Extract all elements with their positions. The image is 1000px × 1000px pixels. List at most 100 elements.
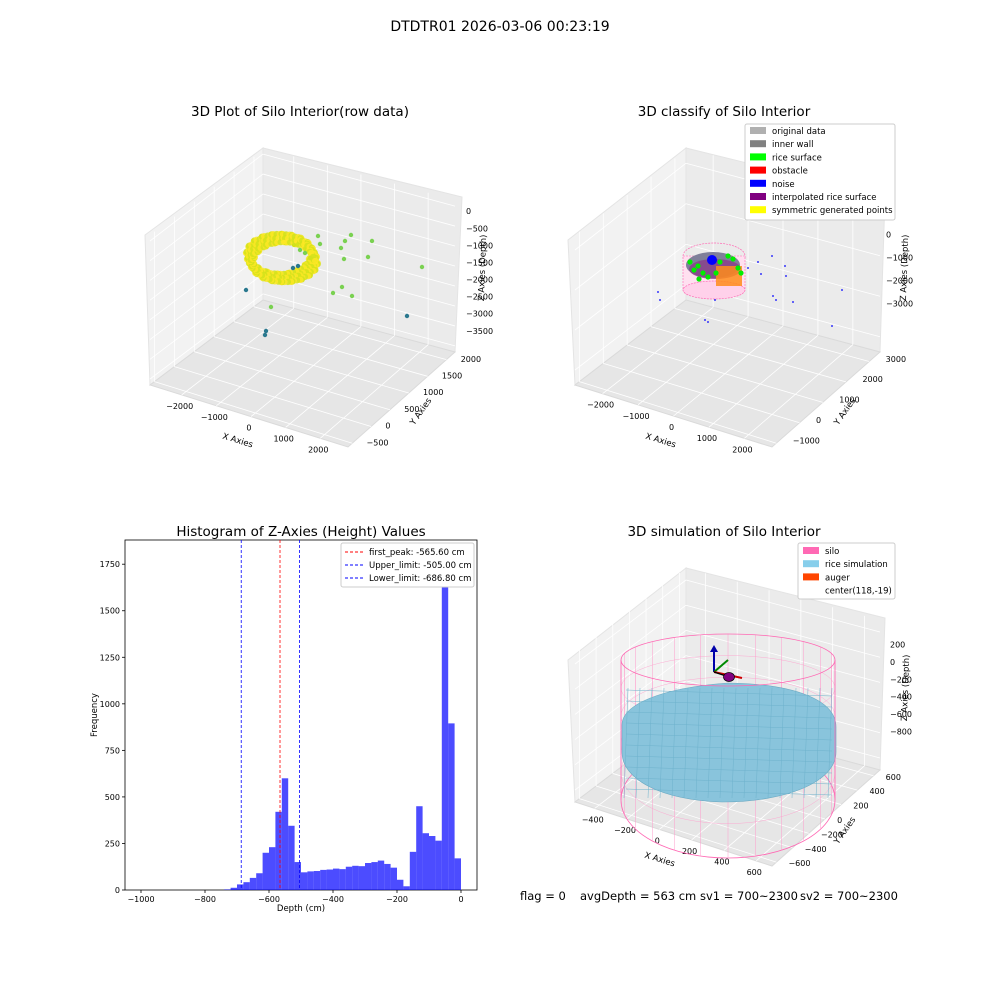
p1-floor-grid-x — [250, 326, 362, 417]
p1-floor-grid-y — [174, 366, 372, 427]
legend-swatch — [750, 140, 766, 148]
raw-point — [404, 313, 410, 319]
x-tick-label: −800 — [194, 895, 216, 904]
raw-point — [348, 232, 354, 238]
p4-wall-grid-z-left — [574, 579, 687, 665]
rice-mesh-line — [731, 687, 737, 799]
histogram-x-ticks: −1000 −800 −600 −400 −200 0 — [127, 890, 464, 904]
histogram-bar — [281, 778, 289, 890]
p1-z-tick-label: 0 — [466, 207, 471, 216]
noise-point — [831, 325, 833, 327]
rice-mesh-line — [719, 687, 725, 799]
noise-point — [757, 261, 759, 263]
p1-z-tick-label: −1000 — [466, 241, 493, 250]
footer-sv1: sv1 = 700~2300 — [700, 889, 798, 903]
panel-histogram: Histogram of Z-Axies (Height) Values −10… — [90, 524, 478, 914]
p2-y-tick-label: −1000 — [793, 437, 820, 446]
p2-y-tick-label: 0 — [816, 416, 821, 425]
histogram-bar — [243, 882, 250, 890]
p1-wall-grid-z — [262, 213, 456, 267]
p1-z-tick-label: −1500 — [466, 258, 493, 267]
raw-point — [268, 304, 274, 310]
legend-label: auger — [825, 573, 850, 583]
rice-mesh-line — [695, 687, 701, 799]
panel-raw-3d: 3D Plot of Silo Interior(row data) −2000… — [144, 104, 493, 454]
p2-y-tick-label: 2000 — [862, 375, 882, 384]
raw-point — [317, 241, 323, 247]
p2-floor-grid-y — [603, 362, 800, 424]
panel1-x-ticks: −2000 −1000 0 1000 2000 — [166, 402, 328, 454]
legend-label: rice surface — [772, 153, 822, 163]
x-tick-label: −1000 — [127, 895, 154, 904]
p2-floor-grid-x — [708, 335, 819, 428]
p4-wall-grid-z — [685, 579, 881, 633]
p2-z-tick-label: −3000 — [886, 299, 913, 308]
p4-wall-grid-z — [685, 655, 881, 708]
legend-label: Lower_limit: -686.80 cm — [369, 574, 471, 584]
legend-label: rice simulation — [825, 560, 888, 570]
legend-swatch — [750, 206, 766, 214]
legend-label: center(118,-19) — [825, 587, 892, 597]
footer-sv2: sv2 = 700~2300 — [800, 889, 898, 903]
p4-y-tick-label: 600 — [886, 773, 901, 782]
panel2-xlabel: X Axies — [644, 432, 677, 451]
rice-surface-point — [700, 270, 706, 276]
p1-floor-grid-y — [154, 381, 353, 444]
footer-status: flag = 0 avgDepth = 563 cm sv1 = 700~230… — [520, 889, 898, 903]
panel4-xlabel: X Axies — [643, 851, 676, 870]
histogram-bar — [320, 869, 327, 890]
p1-wall-grid-z-left — [149, 173, 264, 262]
legend-swatch — [803, 573, 819, 581]
p2-wall-grid-z-left — [574, 284, 687, 371]
panel3-title: Histogram of Z-Axies (Height) Values — [176, 524, 425, 540]
raw-point — [302, 250, 308, 256]
p2-floor-grid-y — [579, 381, 777, 444]
p1-floor-grid-x — [181, 308, 294, 396]
p2-floor-grid-y — [674, 308, 870, 362]
panel4-auger-y-arrow — [713, 659, 729, 673]
legend-label: Upper_limit: -505.00 cm — [369, 561, 472, 571]
histogram-bar — [269, 847, 276, 890]
p1-wall-grid-z — [262, 193, 456, 247]
y-tick-label: 500 — [105, 793, 120, 802]
p4-floor-grid-y — [579, 798, 777, 863]
rice-mesh-line — [623, 687, 629, 799]
rice-surface-point — [713, 270, 719, 276]
rice-surface-point — [691, 267, 697, 273]
rice-mesh-line — [803, 687, 809, 799]
p4-wall-grid-z — [685, 630, 881, 683]
p2-x-tick-label: 1000 — [697, 434, 717, 443]
footer-flag: flag = 0 — [520, 889, 566, 903]
rice-mesh-line — [767, 687, 773, 799]
histogram-threshold-lines — [240, 540, 300, 890]
rice-mesh-line — [791, 687, 797, 799]
p1-wall-grid-z-left — [149, 273, 264, 360]
panel3-ylabel: Frequency — [90, 693, 100, 737]
panel4-auger — [710, 645, 743, 682]
raw-point — [365, 254, 371, 260]
p4-x-tick-label: 400 — [714, 857, 729, 866]
panel1-zlabel: Z Axies (Depth) — [477, 234, 489, 301]
histogram-bar — [249, 877, 257, 890]
panel4-legend-frame — [797, 542, 896, 600]
noise-point — [784, 265, 786, 267]
histogram-bar — [441, 558, 449, 890]
p1-y-tick-label: −500 — [367, 438, 389, 447]
legend-label: original data — [772, 127, 826, 137]
noise-point — [775, 299, 777, 301]
histogram-bar — [256, 873, 263, 890]
panel2-silo-object — [682, 242, 746, 300]
panel4-title: 3D simulation of Silo Interior — [627, 524, 821, 540]
noise-point — [747, 267, 749, 269]
histogram-bar — [224, 889, 231, 890]
histogram-bar — [230, 887, 237, 890]
histogram-bar — [429, 836, 436, 890]
panel4-z-ticks: 200 0 −200 −400 −600 −800 — [890, 640, 912, 736]
noise-point — [704, 319, 706, 321]
histogram-bar — [358, 866, 365, 890]
panel2-x-ticks: −2000 −1000 0 1000 2000 — [587, 401, 753, 455]
p4-z-tick-label: 0 — [890, 658, 895, 667]
panel2-axes-box — [567, 146, 886, 448]
p1-wall-grid-z — [262, 293, 456, 347]
